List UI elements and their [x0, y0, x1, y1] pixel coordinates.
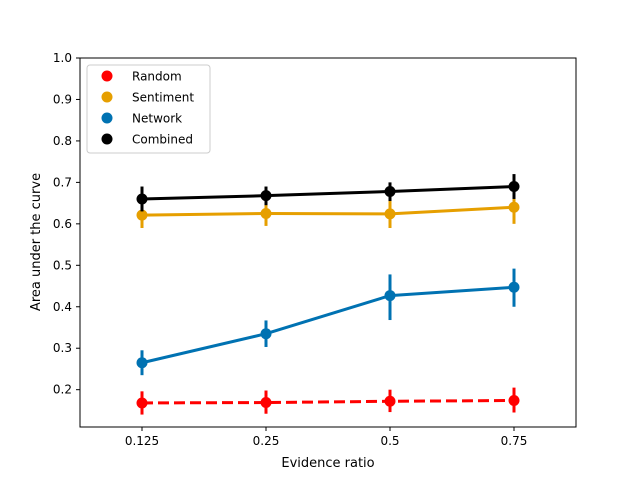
legend: Random Sentiment Network Combined [86, 64, 211, 154]
data-point [260, 190, 272, 202]
data-point [384, 186, 396, 198]
y-tick-label: 0.2 [53, 383, 72, 397]
y-tick-label: 0.6 [53, 217, 72, 231]
legend-marker [101, 112, 113, 124]
legend-item: Network [101, 112, 182, 126]
series-line [141, 205, 515, 217]
y-tick-label: 0.4 [53, 300, 72, 314]
legend-label: Network [132, 112, 182, 126]
y-tick-label: 0.5 [53, 258, 72, 272]
legend-marker [101, 70, 113, 82]
y-tick-label: 0.9 [53, 92, 72, 106]
legend-label: Random [132, 70, 182, 84]
data-point [384, 290, 396, 302]
plot-area [136, 174, 520, 415]
x-tick-label: 0.25 [253, 434, 280, 448]
y-axis-label: Area under the curve [29, 173, 44, 311]
axes-frame [79, 57, 577, 428]
series-line [141, 398, 515, 405]
series-line [141, 285, 515, 365]
data-point [508, 281, 520, 293]
legend-item: Random [101, 70, 182, 84]
axis-ticks: 0.125 0.25 0.5 0.75 0.2 0.3 0.4 0.5 0.6 0.7 0.8 0.9… [53, 51, 527, 448]
series-network [136, 268, 520, 376]
data-point [508, 201, 520, 213]
legend-label: Sentiment [132, 91, 194, 105]
legend-box [86, 64, 211, 154]
legend-marker [101, 91, 113, 103]
data-point [384, 395, 396, 407]
y-tick-label: 0.3 [53, 341, 72, 355]
data-point [136, 357, 148, 369]
y-tick-label: 0.7 [53, 175, 72, 189]
series-random [136, 387, 520, 415]
x-tick-label: 0.125 [125, 434, 159, 448]
x-tick-label: 0.5 [380, 434, 399, 448]
data-point [136, 397, 148, 409]
series-line [141, 185, 515, 201]
legend-item: Sentiment [101, 91, 194, 105]
y-tick-label: 0.8 [53, 134, 72, 148]
data-point [384, 208, 396, 220]
x-axis-label: Evidence ratio [281, 456, 374, 471]
data-point [136, 193, 148, 205]
x-tick-label: 0.75 [501, 434, 528, 448]
data-point [260, 328, 272, 340]
data-point [136, 209, 148, 221]
series-sentiment [136, 192, 520, 228]
y-tick-label: 1.0 [53, 51, 72, 65]
data-point [508, 394, 520, 406]
legend-item: Combined [101, 133, 193, 147]
data-point [508, 181, 520, 193]
legend-marker [101, 133, 113, 145]
series-combined [136, 174, 520, 212]
data-point [260, 207, 272, 219]
legend-label: Combined [132, 133, 193, 147]
data-point [260, 397, 272, 409]
